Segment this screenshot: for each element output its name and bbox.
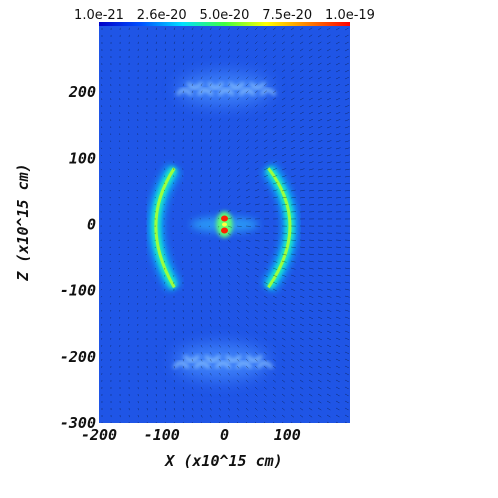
y-axis-title: Z (x10^15 cm) bbox=[14, 163, 32, 281]
x-tick-label: -200 bbox=[81, 426, 117, 444]
lobe-bottom bbox=[173, 343, 273, 380]
colorbar-gradient bbox=[99, 22, 350, 29]
colorbar-tick-label: 7.5e-20 bbox=[262, 8, 312, 23]
colorbar-tick-label: 1.0e-21 bbox=[74, 8, 124, 23]
y-tick-label: 100 bbox=[69, 149, 96, 167]
colorbar-tick-label: 5.0e-20 bbox=[200, 8, 250, 23]
x-axis-title: X (x10^15 cm) bbox=[163, 452, 282, 470]
y-tick-label: -100 bbox=[60, 282, 96, 300]
y-tick-label: -300 bbox=[60, 414, 96, 432]
velocity-arrows bbox=[100, 27, 350, 423]
y-tick-label: 0 bbox=[87, 216, 96, 234]
plot-area bbox=[99, 26, 350, 423]
colorbar-tick-label: 1.0e-19 bbox=[325, 8, 375, 23]
y-axis-ticks: 200 100 0 -100 -200 -300 bbox=[60, 83, 96, 432]
y-tick-label: -200 bbox=[60, 348, 96, 366]
shell-arc-right bbox=[262, 164, 297, 292]
lobe-top bbox=[176, 72, 277, 106]
colorbar: 1.0e-21 2.6e-20 5.0e-20 7.5e-20 1.0e-19 bbox=[74, 8, 375, 29]
x-tick-label: 100 bbox=[274, 426, 301, 444]
x-axis-ticks: -200 -100 0 100 bbox=[81, 426, 301, 444]
y-tick-label: 200 bbox=[68, 83, 96, 101]
central-core bbox=[190, 211, 259, 238]
x-tick-label: 0 bbox=[220, 426, 229, 444]
x-tick-label: -100 bbox=[144, 426, 180, 444]
colorbar-tick-label: 2.6e-20 bbox=[137, 8, 187, 23]
